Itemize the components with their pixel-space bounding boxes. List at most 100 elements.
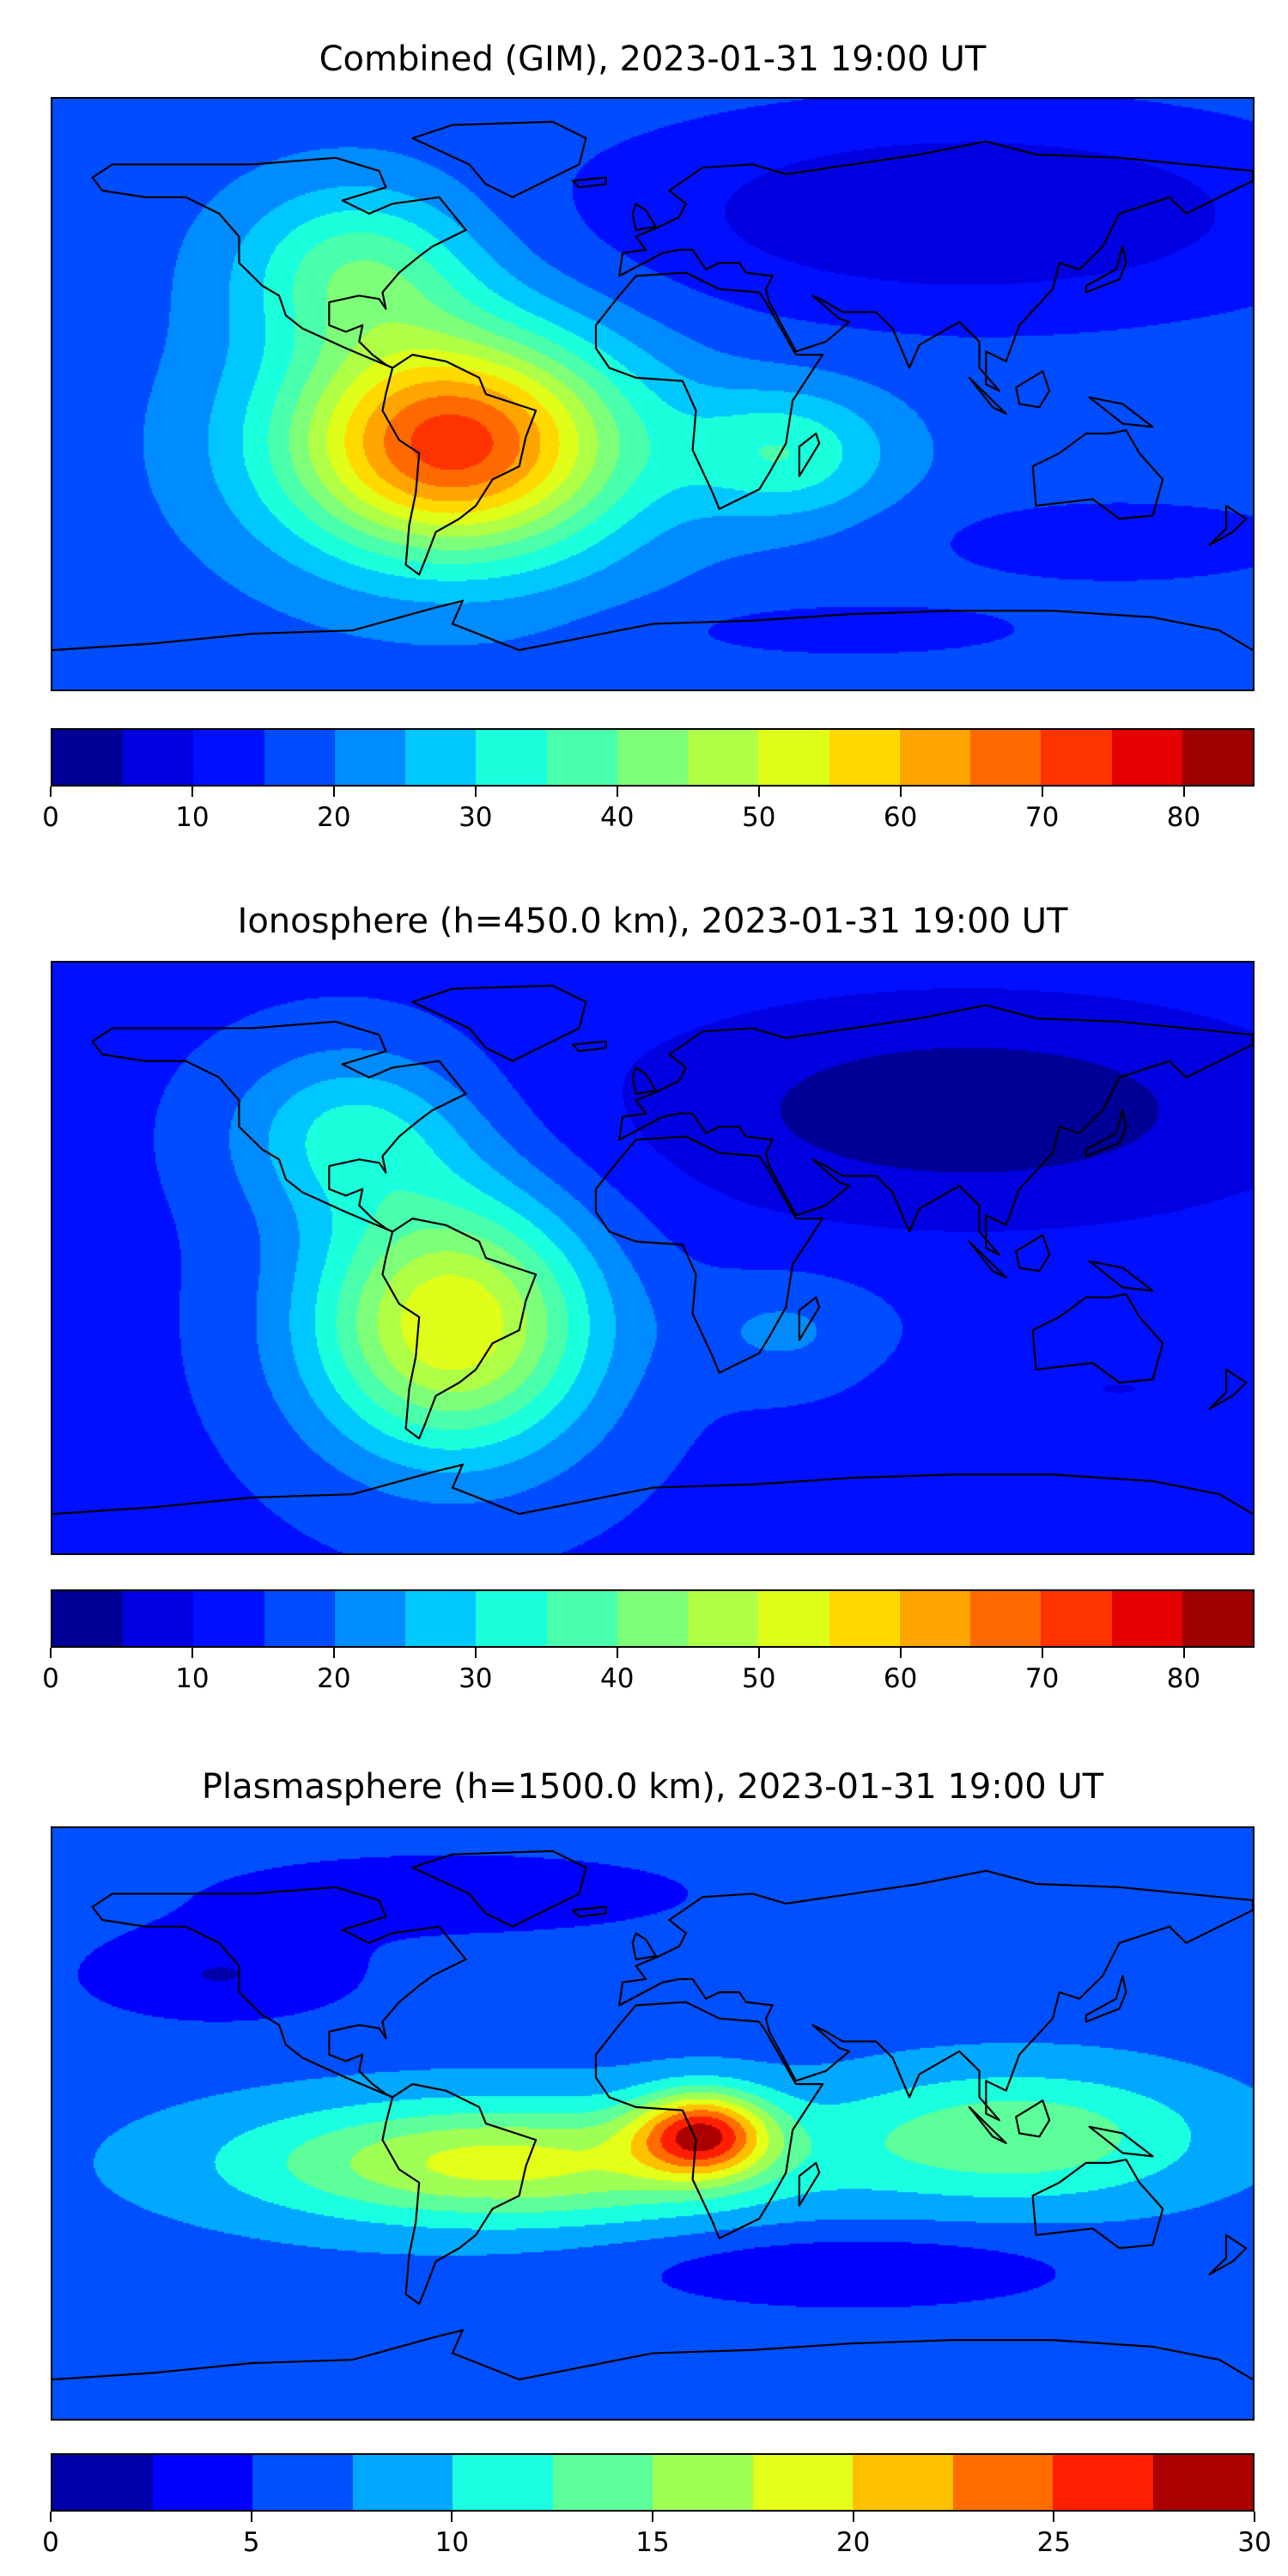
colorbar-tick: [616, 787, 618, 797]
coastline-japan: [1086, 1976, 1127, 2022]
colorbar-tick: [757, 787, 760, 797]
colorbar-segment: [352, 2455, 453, 2510]
colorbar-tick-label: 20: [835, 2527, 871, 2558]
coastline-borneo: [1016, 1235, 1049, 1271]
colorbar-segment: [193, 1591, 264, 1646]
colorbar-tick-label: 25: [1036, 2527, 1072, 2558]
coastline-greenland: [412, 986, 586, 1061]
colorbar-tick: [1053, 2512, 1055, 2522]
colorbar-segment: [52, 1591, 124, 1646]
colorbar-segment: [264, 730, 335, 785]
colorbar-tick: [616, 1648, 618, 1658]
colorbar-tick: [899, 787, 902, 797]
coastline-madagascar: [799, 2163, 819, 2206]
colorbar-segment: [264, 1591, 335, 1646]
colorbar-tick: [1182, 787, 1185, 797]
coastline-north-america: [93, 158, 466, 368]
colorbar-segment: [899, 730, 971, 785]
map-plot: [51, 961, 1255, 1555]
colorbar-segment: [123, 730, 194, 785]
coastline-australia: [1033, 2160, 1163, 2248]
colorbar-segment: [1182, 730, 1253, 785]
colorbar-segment: [152, 2455, 252, 2510]
map-plot: [51, 97, 1255, 691]
colorbar-segment: [334, 1591, 406, 1646]
coastline-eurasia: [619, 142, 1253, 391]
contour-field: [52, 99, 1253, 690]
colorbar-segment: [970, 1591, 1042, 1646]
coastline-africa: [596, 273, 823, 509]
colorbar-segment: [1182, 1591, 1253, 1646]
colorbar-tick: [332, 1648, 335, 1658]
colorbar-segment: [405, 1591, 477, 1646]
colorbar-segment: [1111, 730, 1182, 785]
colorbar-segment: [405, 730, 477, 785]
coastline-new-guinea: [1090, 398, 1153, 427]
colorbar-segment: [952, 2455, 1053, 2510]
coastline-sumatra: [969, 2107, 1006, 2143]
colorbar-segment: [546, 1591, 617, 1646]
chart-title: Combined (GIM), 2023-01-31 19:00 UT: [319, 39, 987, 79]
colorbar-tick-label: 80: [1166, 802, 1201, 833]
colorbar-segment: [453, 2455, 553, 2510]
colorbar-segment: [1111, 1591, 1182, 1646]
coastline-new-guinea: [1090, 1261, 1153, 1291]
colorbar-tick-label: 30: [1237, 2527, 1272, 2558]
colorbar-segment: [476, 730, 547, 785]
colorbar-tick-label: 70: [1024, 802, 1060, 833]
coastline-britain: [633, 1933, 656, 1959]
coastline-africa: [596, 1137, 823, 1373]
coastline-south-america: [382, 1218, 536, 1438]
colorbar-ticks: 0 5 10 15 20 25 30: [42, 2512, 1272, 2563]
colorbar-segment: [688, 1591, 759, 1646]
colorbar-tick: [332, 787, 335, 797]
colorbar-tick: [899, 1648, 902, 1658]
colorbar-tick: [451, 2512, 453, 2522]
coastline-eurasia: [619, 1005, 1253, 1255]
colorbar-tick: [1182, 1648, 1185, 1658]
colorbar-segment: [617, 730, 689, 785]
colorbar-segment: [829, 730, 900, 785]
coastline-madagascar: [799, 434, 819, 477]
coastline-new-guinea: [1090, 2127, 1153, 2156]
colorbar-tick: [191, 787, 193, 797]
colorbar-tick: [50, 787, 52, 797]
colorbar-tick: [191, 1648, 193, 1658]
coastline-north-america: [93, 1022, 466, 1232]
coastline-greenland: [412, 1851, 586, 1927]
colorbar-tick: [50, 2512, 52, 2522]
colorbar-tick-label: 70: [1024, 1663, 1060, 1694]
colorbar: [51, 1589, 1255, 1648]
colorbar-segment: [617, 1591, 689, 1646]
colorbar-segment: [552, 2455, 653, 2510]
coastline-south-america: [382, 355, 536, 574]
colorbar-segment: [252, 2455, 353, 2510]
coastline-sumatra: [969, 1242, 1006, 1278]
coastline-new-zealand: [1210, 1370, 1247, 1409]
coastline-south-america: [382, 2084, 536, 2304]
colorbar: [51, 2453, 1255, 2512]
colorbar-tick: [1254, 2512, 1255, 2522]
colorbar-tick-label: 40: [600, 1663, 635, 1694]
colorbar-segment: [52, 730, 124, 785]
colorbar-segment: [758, 730, 829, 785]
colorbar-tick-label: 80: [1166, 1663, 1201, 1694]
colorbar: [51, 728, 1255, 787]
colorbar-tick-label: 20: [317, 802, 351, 833]
coastline-greenland: [412, 122, 586, 197]
coastline-eurasia: [619, 1871, 1253, 2120]
colorbar-segment: [1041, 730, 1112, 785]
colorbar-tick-label: 20: [317, 1663, 351, 1694]
colorbar-tick-label: 30: [459, 1663, 493, 1694]
colorbar-tick-label: 5: [242, 2527, 260, 2558]
colorbar-tick-label: 10: [175, 802, 210, 833]
coastline-new-zealand: [1210, 506, 1247, 545]
coastline-madagascar: [799, 1297, 819, 1340]
coastline-sumatra: [969, 378, 1006, 414]
colorbar-segment: [853, 2455, 953, 2510]
colorbar-segment: [334, 730, 406, 785]
colorbar-tick-label: 60: [883, 1663, 918, 1694]
map-plot: [51, 1826, 1255, 2421]
colorbar-segment: [970, 730, 1042, 785]
colorbar-tick: [1041, 787, 1043, 797]
